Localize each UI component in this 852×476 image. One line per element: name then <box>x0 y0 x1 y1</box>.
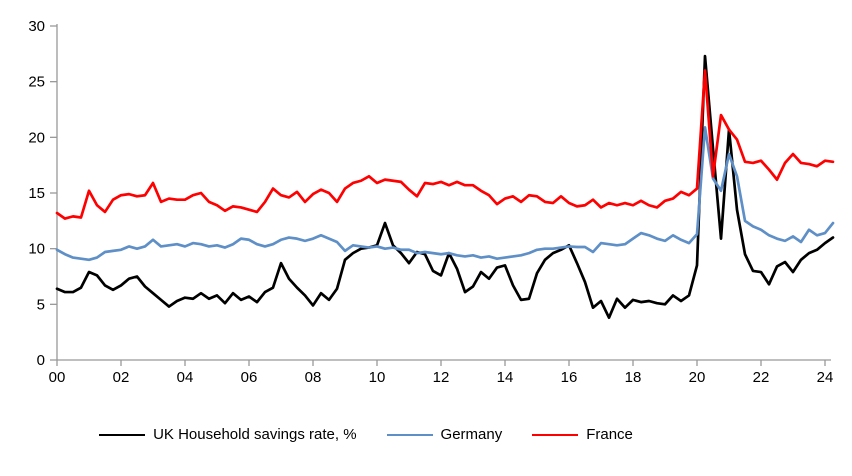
x-tick-label: 02 <box>113 369 130 386</box>
x-tick-label: 24 <box>817 369 834 386</box>
y-tick-label: 5 <box>37 296 45 313</box>
x-tick-label: 04 <box>177 369 194 386</box>
france-legend-label: France <box>586 426 633 443</box>
x-tick-label: 18 <box>625 369 642 386</box>
x-tick-label: 12 <box>433 369 450 386</box>
x-tick-label: 22 <box>753 369 770 386</box>
legend-item-uk: UK Household savings rate, % <box>99 426 357 443</box>
x-tick-label: 14 <box>497 369 514 386</box>
x-tick-label: 00 <box>49 369 66 386</box>
series-line-france <box>55 69 835 220</box>
y-tick-label: 30 <box>28 18 45 35</box>
y-tick-label: 15 <box>28 185 45 202</box>
germany-line-swatch <box>386 433 433 436</box>
uk-legend-label: UK Household savings rate, % <box>153 426 357 443</box>
series-line-germany <box>55 125 835 262</box>
x-tick-label: 08 <box>305 369 322 386</box>
x-tick-label: 10 <box>369 369 386 386</box>
household-savings-rate-chart: 0 5 10 15 20 25 30 00 02 04 06 08 10 12 14 16 18 20 22 24 <box>28 18 835 386</box>
chart-legend: UK Household savings rate, % Germany Fra… <box>0 426 792 443</box>
series-line-uk-household-savings-rate <box>55 54 835 320</box>
legend-item-france: France <box>532 426 633 443</box>
x-tick-label: 20 <box>689 369 706 386</box>
x-tick-label: 16 <box>561 369 578 386</box>
germany-legend-label: Germany <box>440 426 503 443</box>
y-tick-label: 20 <box>28 129 45 146</box>
uk-line-swatch <box>99 433 146 436</box>
france-line-swatch <box>532 433 579 436</box>
y-tick-label: 25 <box>28 74 45 91</box>
y-tick-label: 0 <box>37 352 45 369</box>
y-tick-label: 10 <box>28 241 45 258</box>
legend-item-germany: Germany <box>386 426 503 443</box>
x-tick-label: 06 <box>241 369 258 386</box>
